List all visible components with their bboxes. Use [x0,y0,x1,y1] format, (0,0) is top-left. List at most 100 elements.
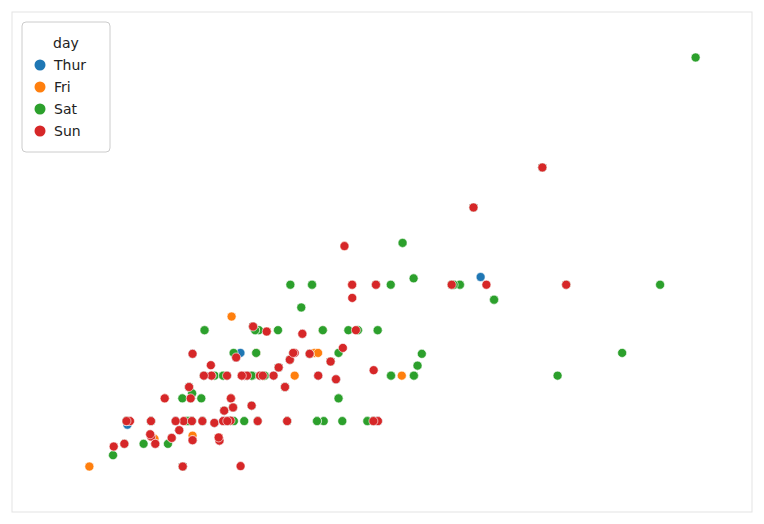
point [120,439,129,448]
point [340,242,349,251]
point [340,242,349,251]
point [538,163,547,172]
point [318,326,327,335]
point [252,348,261,357]
point [469,203,478,212]
point [175,426,184,435]
point [247,401,256,410]
point [122,417,131,426]
point [305,349,314,358]
point [186,394,195,403]
point [214,433,223,442]
point [447,280,456,289]
points [85,53,700,471]
point [371,280,380,289]
point [151,439,160,448]
point [273,326,282,335]
point [269,371,278,380]
point [200,326,209,335]
point [226,394,235,403]
point [286,280,295,289]
point [348,280,357,289]
point [280,383,289,392]
point [151,439,160,448]
point [151,439,160,448]
point [185,383,194,392]
point [298,329,307,338]
point [237,371,246,380]
point [373,326,382,335]
point [314,371,323,380]
point [313,417,322,426]
point [338,343,347,352]
point [146,417,155,426]
point [417,349,426,358]
point [262,327,271,336]
point [562,280,571,289]
point [308,280,317,289]
point [171,417,180,426]
point [247,401,256,410]
point [122,417,131,426]
point [305,349,314,358]
point [186,394,195,403]
point [178,462,187,471]
point [160,394,169,403]
point [274,363,283,372]
point [223,371,232,380]
point [298,329,307,338]
point [120,439,129,448]
point [187,417,196,426]
point [618,348,627,357]
series [122,163,547,471]
point [258,371,267,380]
point [199,371,208,380]
point [237,371,246,380]
point [198,417,207,426]
point [249,322,258,331]
point [223,417,232,426]
point [240,417,249,426]
point [223,371,232,380]
point [226,394,235,403]
chart: dayThurFriSatSun [0,0,764,524]
point [229,403,238,412]
series [109,53,701,471]
point [413,361,422,370]
point [289,348,298,357]
point [200,326,209,335]
point [280,383,289,392]
point [398,238,407,247]
point [85,462,94,471]
point [171,417,180,426]
point [656,280,665,289]
point [553,371,562,380]
point [146,430,155,439]
point [334,394,343,403]
point [160,394,169,403]
point [314,348,323,357]
point [397,371,406,380]
point [371,280,380,289]
point [146,417,155,426]
point [188,436,197,445]
legend-swatch [35,104,46,115]
point [447,280,456,289]
point [262,327,271,336]
point [167,433,176,442]
point [283,417,292,426]
point [409,371,418,380]
point [146,417,155,426]
point [199,371,208,380]
point [188,349,197,358]
point [187,417,196,426]
point [186,394,195,403]
point [313,417,322,426]
point [206,361,215,370]
legend-label: Sun [54,123,81,139]
point [109,451,118,460]
point [252,348,261,357]
series [109,163,570,471]
point [198,417,207,426]
point [305,349,314,358]
